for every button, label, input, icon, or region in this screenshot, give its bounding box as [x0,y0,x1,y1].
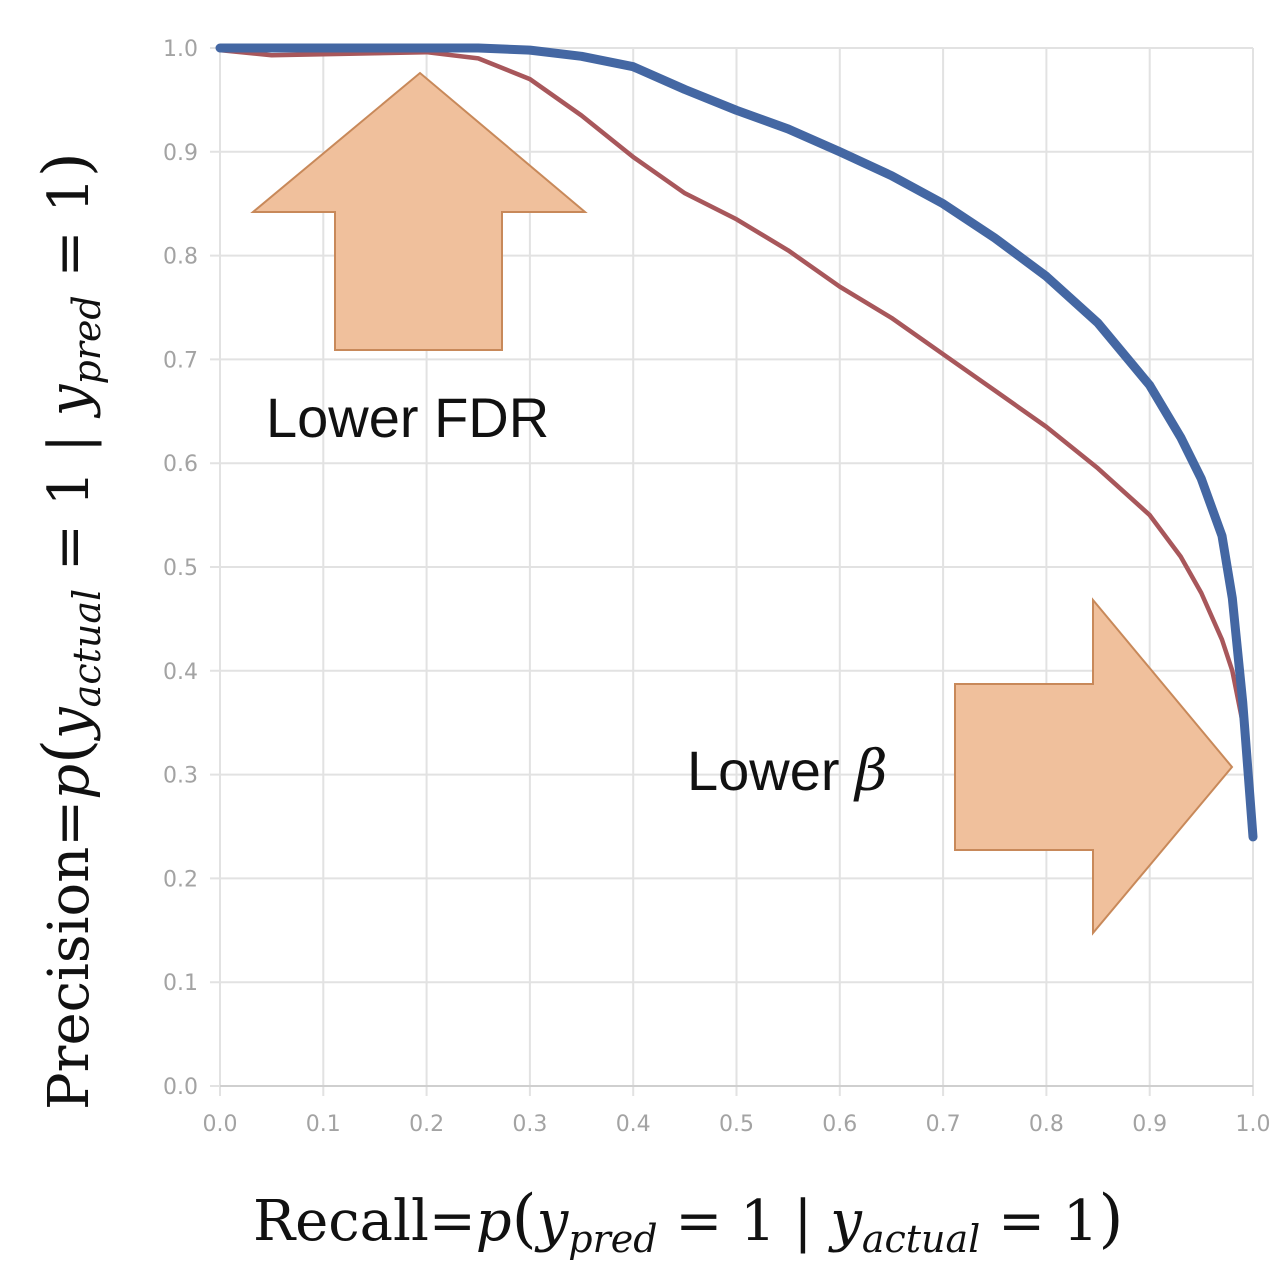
y-tick-label: 0.5 [163,556,198,581]
x-tick-label: 0.7 [926,1112,961,1137]
x-tick-label: 0.8 [1029,1112,1064,1137]
arrow-right-icon [954,597,1234,936]
annotation-lower-fdr: Lower FDR [266,386,549,449]
y-tick-label: 0.8 [163,245,198,270]
annotation-lower-beta: Lower β [687,739,887,804]
series-line-blue [215,43,1258,842]
y-tick-label: 1.0 [163,37,198,62]
arrow-up-icon [250,71,588,351]
x-tick-label: 0.2 [409,1112,444,1137]
x-tick-label: 0.3 [512,1112,547,1137]
x-tick-label: 0.0 [203,1112,238,1137]
x-tick-label: 0.9 [1132,1112,1167,1137]
y-tick-label: 0.7 [163,348,198,373]
y-tick-label: 0.2 [163,867,198,892]
x-tick-label: 0.6 [822,1112,857,1137]
y-axis-label: Precision=p(yactual = 1 | ypred = 1) [30,152,109,1110]
y-tick-label: 0.9 [163,141,198,166]
grid [210,47,1254,1096]
y-tick-label: 0.1 [163,971,198,996]
x-tick-label: 0.4 [616,1112,651,1137]
x-tick-label: 1.0 [1236,1112,1271,1137]
tick-labels: 0.0 0.1 0.2 0.3 0.4 0.5 0.6 0.7 0.8 0.9 1.0 0.0 0.1 0… [163,37,1271,1137]
x-tick-label: 0.1 [306,1112,341,1137]
y-tick-label: 0.4 [163,660,198,685]
x-tick-label: 0.5 [719,1112,754,1137]
y-tick-label: 0.3 [163,764,198,789]
y-tick-label: 0.6 [163,452,198,477]
x-axis-label: Recall=p(ypred = 1 | yactual = 1) [253,1182,1123,1261]
series [215,43,1258,842]
y-tick-label: 0.0 [163,1075,198,1100]
